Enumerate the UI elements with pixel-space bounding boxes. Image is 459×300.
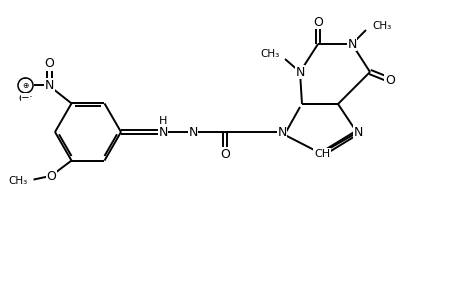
Text: CH₃: CH₃ xyxy=(371,21,391,31)
Text: −: − xyxy=(21,93,30,103)
Text: O: O xyxy=(384,74,394,86)
Text: O: O xyxy=(313,16,322,28)
Text: CH₃: CH₃ xyxy=(8,176,28,186)
Text: N: N xyxy=(158,125,168,139)
Text: O: O xyxy=(45,57,54,70)
Text: CH: CH xyxy=(313,149,330,159)
Text: N: N xyxy=(295,65,304,79)
Text: O⁻: O⁻ xyxy=(18,94,33,104)
Text: H: H xyxy=(158,116,167,126)
Text: N: N xyxy=(347,38,356,50)
Text: N: N xyxy=(45,79,54,92)
Text: N: N xyxy=(353,125,362,139)
Text: CH₃: CH₃ xyxy=(260,49,280,59)
Text: N: N xyxy=(277,125,286,139)
Text: O: O xyxy=(46,170,56,183)
Text: ⊕: ⊕ xyxy=(22,81,28,90)
Text: N: N xyxy=(188,125,197,139)
Text: O: O xyxy=(219,148,230,160)
